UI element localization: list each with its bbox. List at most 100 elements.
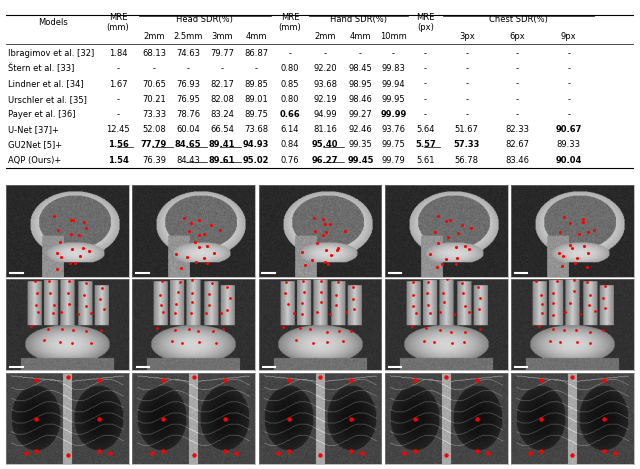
Point: [464, 308, 474, 316]
Text: 0.80: 0.80: [281, 95, 299, 104]
Point: [202, 242, 212, 250]
Text: -: -: [424, 110, 427, 119]
Point: [410, 447, 420, 454]
Text: -: -: [424, 49, 427, 58]
Point: [214, 227, 225, 234]
Point: [559, 327, 569, 334]
Text: MRE
(mm): MRE (mm): [278, 13, 301, 32]
Point: [548, 289, 559, 297]
Point: [297, 299, 307, 307]
Point: [466, 224, 476, 232]
Point: [554, 249, 564, 257]
Point: [65, 259, 75, 266]
Point: [458, 290, 468, 297]
Text: -: -: [567, 80, 570, 89]
Point: [21, 450, 31, 457]
Text: -: -: [424, 80, 427, 89]
Point: [609, 450, 620, 457]
Point: [208, 327, 218, 335]
Point: [348, 284, 358, 291]
Point: [207, 280, 217, 287]
Point: [443, 233, 453, 241]
Point: [472, 447, 483, 454]
Text: 2.5mm: 2.5mm: [173, 31, 203, 41]
Point: [323, 260, 333, 268]
Text: 5.64: 5.64: [416, 125, 435, 134]
Point: [333, 244, 344, 251]
Point: [198, 230, 209, 237]
Text: Head SDR(%): Head SDR(%): [177, 15, 234, 24]
Point: [568, 277, 579, 284]
Point: [326, 251, 337, 259]
Text: 70.21: 70.21: [142, 95, 166, 104]
Point: [585, 328, 595, 335]
Text: 84.43: 84.43: [177, 156, 200, 165]
Point: [295, 325, 305, 332]
Point: [63, 374, 74, 381]
Point: [316, 277, 326, 285]
Text: Ibragimov et al. [32]: Ibragimov et al. [32]: [8, 49, 95, 58]
Point: [156, 302, 166, 309]
Point: [582, 229, 593, 236]
Point: [582, 264, 592, 271]
Point: [410, 415, 420, 422]
Point: [585, 339, 595, 347]
Point: [584, 302, 595, 309]
Point: [81, 280, 91, 287]
Point: [579, 242, 589, 250]
Point: [435, 309, 445, 316]
Text: 10mm: 10mm: [380, 31, 407, 41]
Point: [283, 300, 293, 308]
Text: 99.75: 99.75: [381, 140, 405, 150]
Point: [86, 309, 96, 316]
Text: 95.40: 95.40: [312, 140, 339, 150]
Point: [441, 374, 451, 381]
Text: 73.68: 73.68: [244, 125, 268, 134]
Text: 1.84: 1.84: [109, 49, 127, 58]
Text: 90.67: 90.67: [556, 125, 582, 134]
Text: -: -: [465, 64, 468, 73]
Text: 1.54: 1.54: [108, 156, 129, 165]
Text: AQP (Ours)+: AQP (Ours)+: [8, 156, 61, 165]
Point: [73, 310, 83, 318]
Point: [545, 337, 556, 345]
Point: [585, 291, 595, 299]
Point: [438, 298, 449, 306]
Text: Štern et al. [33]: Štern et al. [33]: [8, 64, 75, 74]
Point: [582, 279, 592, 286]
Point: [483, 450, 493, 457]
Point: [598, 294, 609, 302]
Point: [79, 219, 90, 226]
Point: [193, 327, 203, 334]
Text: Models: Models: [38, 18, 68, 27]
Text: 73.33: 73.33: [142, 110, 166, 119]
Point: [284, 376, 294, 384]
Point: [341, 309, 351, 316]
Point: [525, 450, 536, 457]
Point: [559, 213, 569, 220]
Point: [332, 291, 342, 299]
Point: [52, 249, 62, 257]
Point: [566, 245, 577, 252]
Point: [297, 310, 307, 318]
Text: MRE
(mm): MRE (mm): [107, 13, 129, 32]
Point: [220, 447, 230, 454]
Text: 1.67: 1.67: [109, 80, 127, 89]
Point: [408, 291, 419, 298]
Point: [66, 216, 76, 223]
Point: [534, 322, 545, 329]
Point: [590, 308, 600, 315]
Point: [220, 415, 230, 422]
Point: [157, 415, 168, 422]
Point: [451, 243, 461, 251]
Text: 89.75: 89.75: [244, 110, 268, 119]
Text: 68.13: 68.13: [142, 49, 166, 58]
Text: -: -: [515, 64, 518, 73]
Text: Hand SDR(%): Hand SDR(%): [330, 15, 387, 24]
Point: [170, 309, 180, 317]
Text: 0.80: 0.80: [281, 64, 299, 73]
Point: [571, 326, 581, 334]
Point: [460, 302, 470, 310]
Text: 76.95: 76.95: [177, 95, 200, 104]
Point: [56, 253, 66, 260]
